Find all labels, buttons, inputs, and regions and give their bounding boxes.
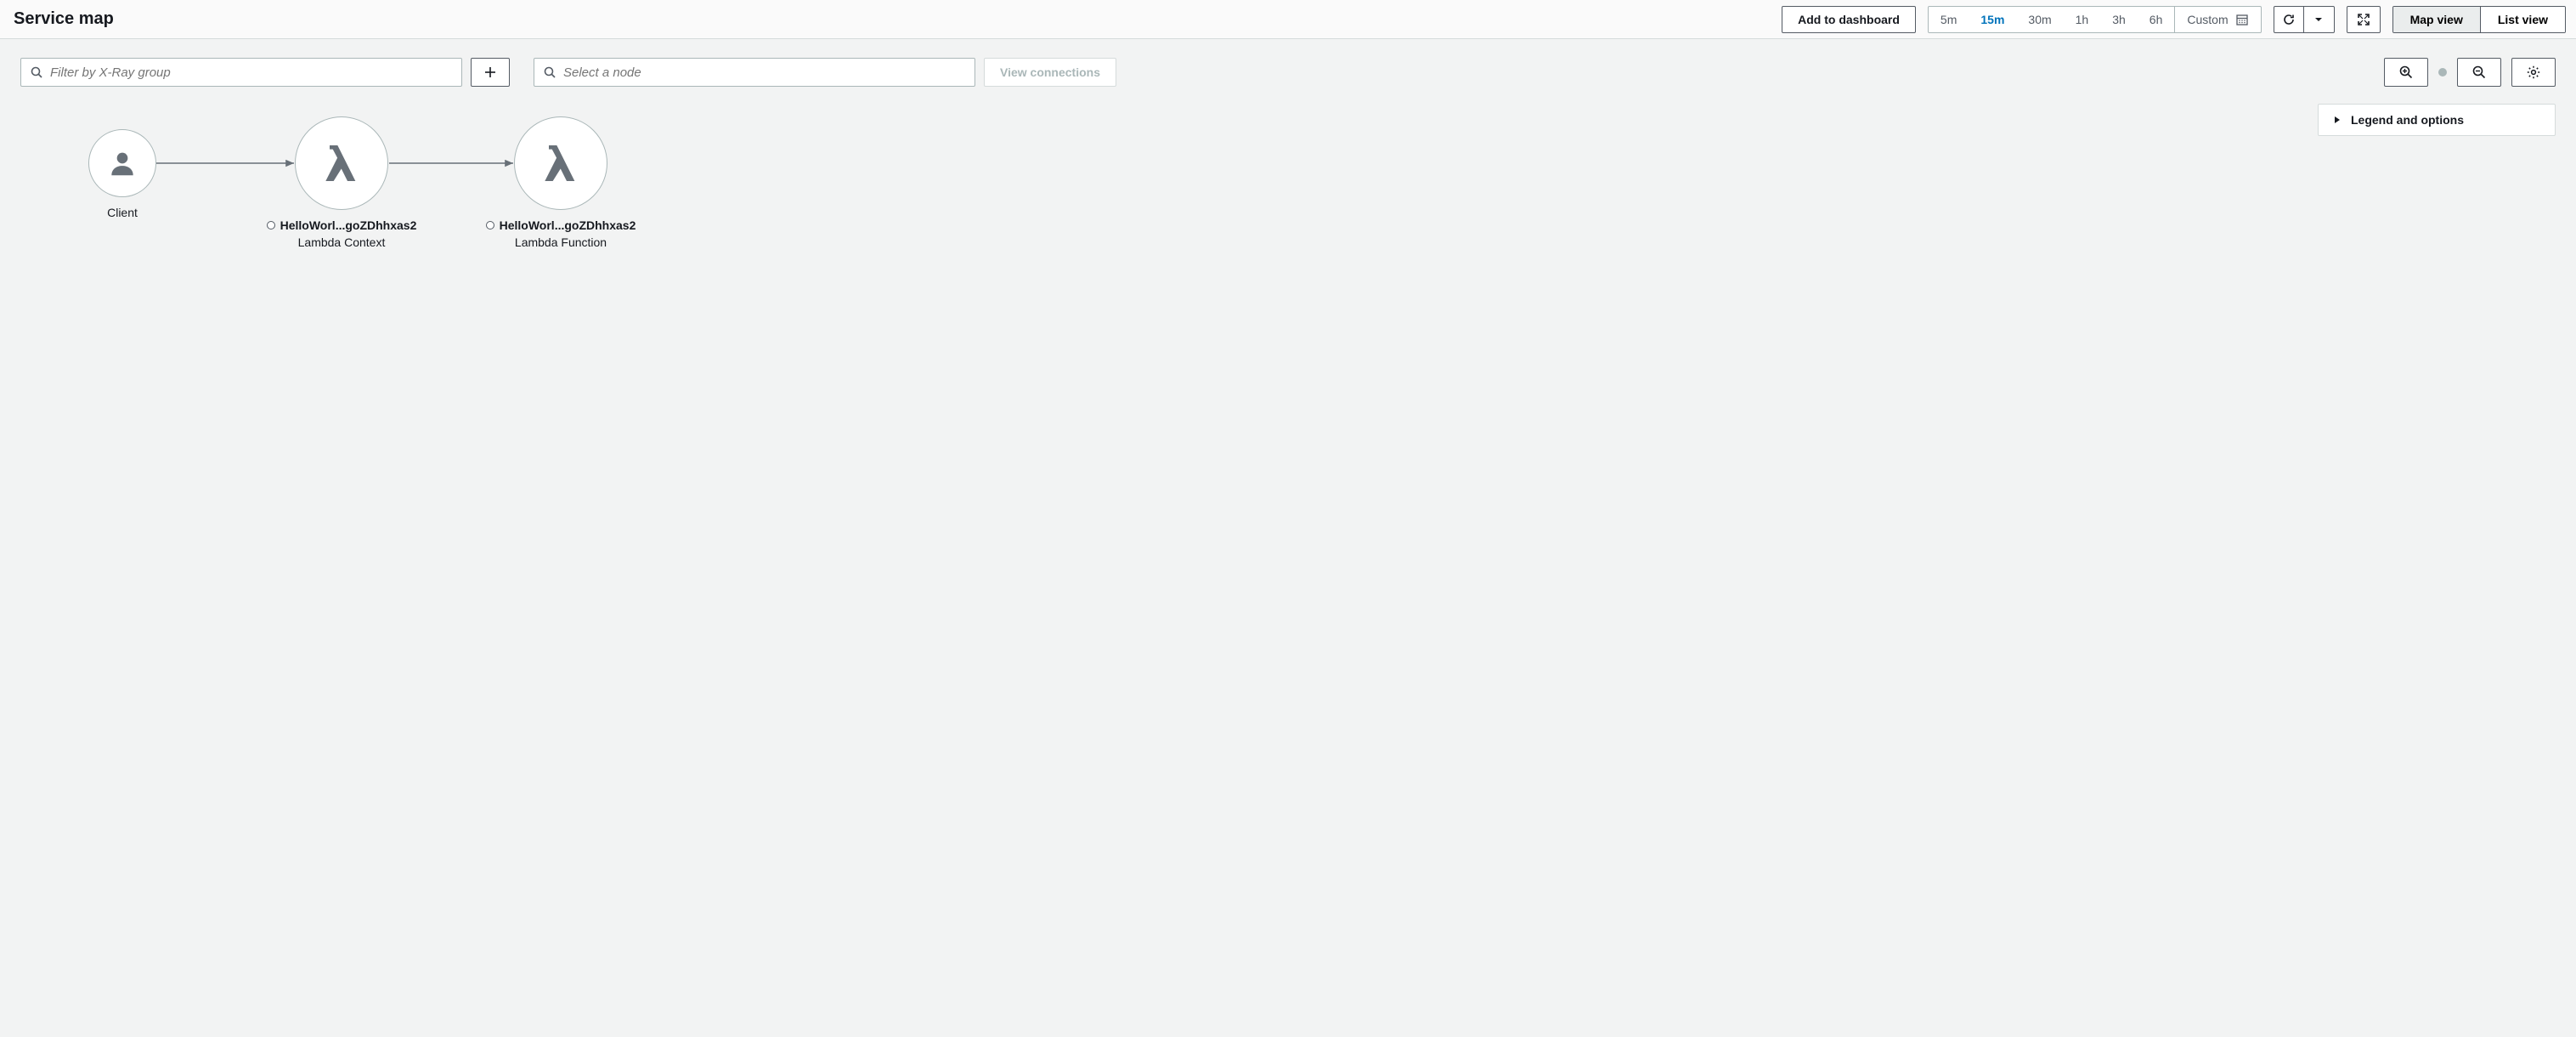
time-range-picker: 5m 15m 30m 1h 3h 6h Custom xyxy=(1928,6,2262,33)
zoom-in-icon xyxy=(2398,65,2414,80)
settings-button[interactable] xyxy=(2511,58,2556,87)
xray-filter-input[interactable] xyxy=(50,65,453,80)
refresh-button[interactable] xyxy=(2274,6,2304,33)
node-title: Client xyxy=(107,206,138,219)
time-option-6h[interactable]: 6h xyxy=(2138,7,2175,32)
status-dot-icon xyxy=(267,221,275,230)
lambda-icon xyxy=(295,116,388,210)
service-map-canvas[interactable]: Client HelloWorl...goZDhhxas2 Lambda Conte… xyxy=(20,95,2556,554)
graph-node-client[interactable]: Client xyxy=(29,129,216,219)
node-title: HelloWorl...goZDhhxas2 xyxy=(267,218,417,232)
refresh-icon xyxy=(2282,13,2296,26)
time-custom-label: Custom xyxy=(2187,13,2228,26)
plus-icon xyxy=(483,65,498,80)
zoom-in-button[interactable] xyxy=(2384,58,2428,87)
node-select-input[interactable] xyxy=(563,65,966,80)
node-subtitle: Lambda Context xyxy=(248,235,435,249)
map-view-button[interactable]: Map view xyxy=(2393,7,2480,32)
view-toggle: Map view List view xyxy=(2392,6,2566,33)
client-icon xyxy=(88,129,156,197)
time-option-3h[interactable]: 3h xyxy=(2100,7,2138,32)
filter-row: View connections xyxy=(0,39,2576,95)
time-option-1h[interactable]: 1h xyxy=(2064,7,2101,32)
graph-node-lambda_function[interactable]: HelloWorl...goZDhhxas2 Lambda Function xyxy=(467,116,654,249)
zoom-indicator-dot xyxy=(2438,68,2447,76)
gear-icon xyxy=(2526,65,2541,80)
expand-icon xyxy=(2357,13,2370,26)
canvas-wrap: Legend and options ClientHelloWorl...goZ… xyxy=(0,95,2576,554)
graph-node-lambda_context[interactable]: HelloWorl...goZDhhxas2 Lambda Context xyxy=(248,116,435,249)
search-icon xyxy=(30,65,43,79)
time-option-15m[interactable]: 15m xyxy=(1969,7,2016,32)
zoom-out-icon xyxy=(2471,65,2487,80)
time-option-30m[interactable]: 30m xyxy=(2016,7,2063,32)
node-select-wrap xyxy=(534,58,975,87)
status-dot-icon xyxy=(486,221,494,230)
add-to-dashboard-button[interactable]: Add to dashboard xyxy=(1782,6,1916,33)
fullscreen-button[interactable] xyxy=(2347,6,2381,33)
lambda-icon xyxy=(514,116,607,210)
view-connections-button[interactable]: View connections xyxy=(984,58,1116,87)
topbar: Service map Add to dashboard 5m 15m 30m … xyxy=(0,0,2576,39)
page-title: Service map xyxy=(10,9,114,29)
time-option-custom[interactable]: Custom xyxy=(2174,7,2260,32)
add-filter-button[interactable] xyxy=(471,58,510,87)
zoom-controls xyxy=(2384,58,2556,87)
caret-down-icon xyxy=(2313,14,2324,25)
xray-filter-wrap xyxy=(20,58,462,87)
list-view-button[interactable]: List view xyxy=(2480,7,2565,32)
calendar-icon xyxy=(2235,13,2249,26)
time-option-5m[interactable]: 5m xyxy=(1929,7,1969,32)
search-icon xyxy=(543,65,556,79)
refresh-menu-button[interactable] xyxy=(2304,6,2335,33)
zoom-out-button[interactable] xyxy=(2457,58,2501,87)
node-subtitle: Lambda Function xyxy=(467,235,654,249)
node-title: HelloWorl...goZDhhxas2 xyxy=(486,218,636,232)
refresh-group xyxy=(2274,6,2335,33)
